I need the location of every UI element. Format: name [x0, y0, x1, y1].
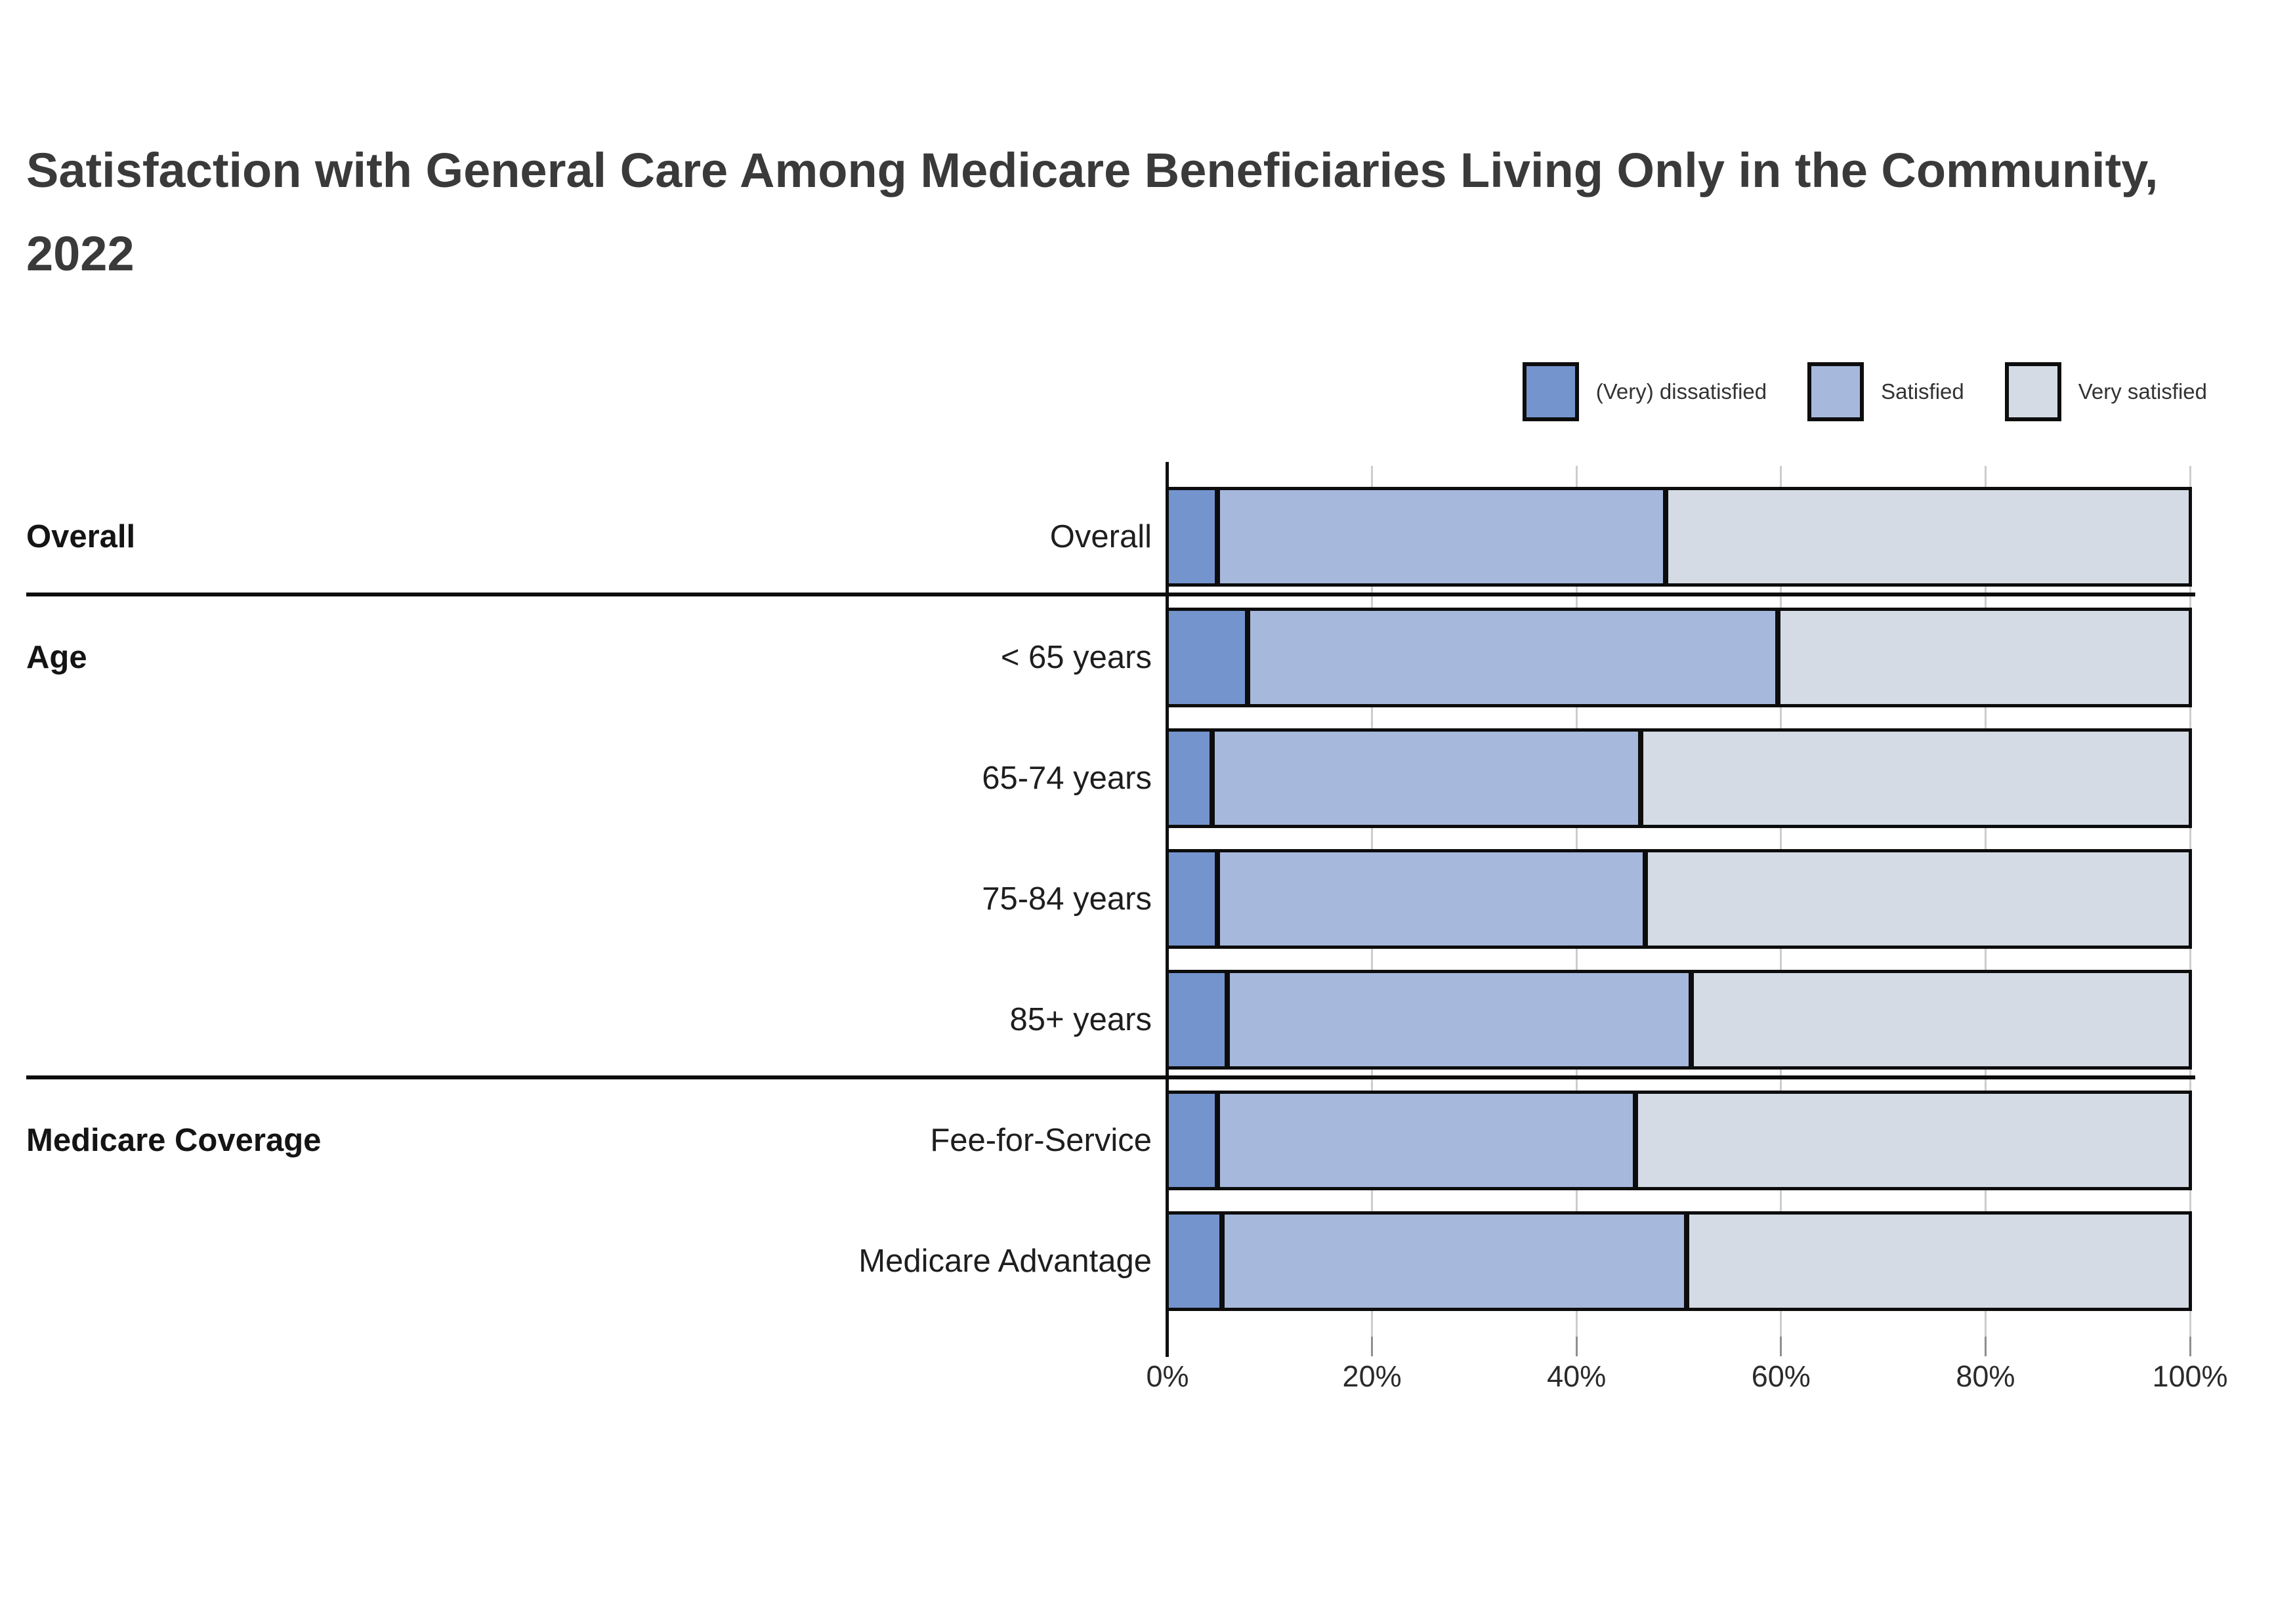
bar-segment-1: [1169, 973, 1231, 1066]
legend-swatch-icon: [2004, 362, 2061, 421]
axis-tick: [1575, 1337, 1578, 1356]
bar-segment-3: [1643, 732, 2189, 825]
legend-item: Satisfied: [1807, 362, 1964, 421]
bar-segment-1: [1169, 1215, 1225, 1308]
axis-tick: [1780, 1337, 1782, 1356]
x-tick-label: 0%: [1146, 1360, 1189, 1393]
row-label: Overall: [1049, 519, 1152, 554]
bar-segment-3: [1689, 1215, 2189, 1308]
stacked-bar: [1166, 728, 2192, 828]
bar-segment-3: [1637, 1094, 2189, 1187]
row-label: < 65 years: [1000, 640, 1152, 675]
chart-title: Satisfaction with General Care Among Med…: [26, 143, 2158, 281]
legend-item: (Very) dissatisfied: [1522, 362, 1767, 421]
stacked-bar: [1166, 487, 2192, 587]
bar-segment-2: [1219, 1094, 1638, 1187]
legend-swatch-icon: [1522, 362, 1579, 421]
bar-segment-3: [1780, 611, 2189, 704]
stacked-bar: [1166, 849, 2192, 949]
x-tick-label: 20%: [1342, 1360, 1402, 1393]
legend-label: (Very) dissatisfied: [1595, 379, 1767, 404]
stacked-bar: [1166, 1211, 2192, 1311]
row-label: 85+ years: [1009, 1002, 1152, 1037]
bar-segment-1: [1169, 490, 1220, 583]
group-divider: [26, 593, 2195, 596]
bar-segment-1: [1169, 611, 1251, 704]
x-tick-label: 40%: [1547, 1360, 1607, 1393]
bar-segment-2: [1230, 973, 1695, 1066]
legend-label: Very satisfied: [2078, 379, 2207, 404]
bar-segment-3: [1668, 490, 2189, 583]
legend-item: Very satisfied: [2004, 362, 2207, 421]
bar-segment-2: [1219, 852, 1649, 946]
bar-segment-1: [1169, 1094, 1220, 1187]
row-label: 75-84 years: [982, 881, 1152, 917]
group-divider: [26, 1075, 2195, 1079]
bar-segment-1: [1169, 852, 1220, 946]
group-label: Age: [26, 640, 87, 675]
axis-tick: [1371, 1337, 1374, 1356]
group-label: Overall: [26, 519, 136, 554]
row-label: Medicare Advantage: [858, 1243, 1152, 1279]
stacked-bar: [1166, 970, 2192, 1070]
group-label: Medicare Coverage: [26, 1123, 322, 1158]
x-tick-label: 80%: [1956, 1360, 2015, 1393]
x-tick-label: 100%: [2152, 1360, 2228, 1393]
stacked-bar: [1166, 608, 2192, 707]
bar-segment-2: [1250, 611, 1781, 704]
axis-tick: [1984, 1337, 1987, 1356]
bar-segment-2: [1219, 490, 1669, 583]
legend: (Very) dissatisfied Satisfied Very satisfi…: [1522, 362, 2207, 421]
bar-segment-2: [1214, 732, 1643, 825]
row-label: 65-74 years: [982, 760, 1152, 796]
bar-segment-2: [1225, 1215, 1689, 1308]
bar-segment-3: [1648, 852, 2189, 946]
axis-tick: [2189, 1337, 2191, 1356]
row-label: Fee-for-Service: [930, 1123, 1152, 1158]
legend-swatch-icon: [1807, 362, 1864, 421]
stacked-bar: [1166, 1091, 2192, 1190]
legend-label: Satisfied: [1881, 379, 1964, 404]
x-tick-label: 60%: [1751, 1360, 1811, 1393]
bar-segment-1: [1169, 732, 1215, 825]
bar-segment-3: [1694, 973, 2189, 1066]
